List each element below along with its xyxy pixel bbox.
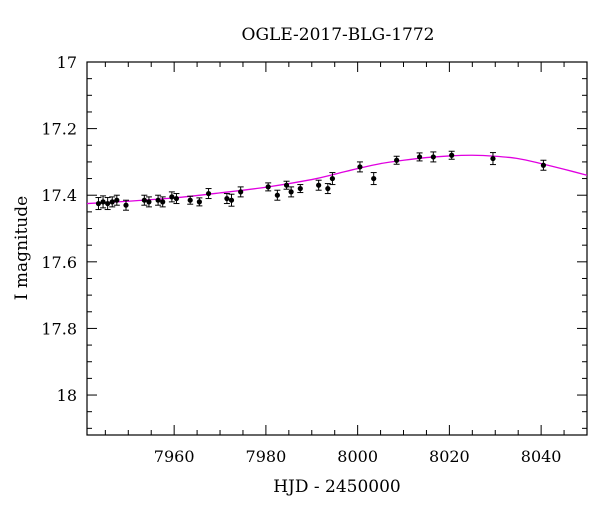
y-tick-label: 17.2 — [41, 120, 77, 139]
data-point — [141, 194, 148, 206]
model-curve — [86, 154, 588, 205]
x-tick-label: 8040 — [521, 447, 562, 466]
ticks-layer: 7960 7980 8000 8020 8040 17 17.2 17.4 17.6 17.8 18 — [41, 53, 588, 466]
data-point-marker — [123, 202, 129, 208]
data-point-marker — [357, 164, 363, 170]
data-point-marker — [265, 184, 271, 190]
data-point — [205, 188, 212, 200]
data-point — [113, 194, 120, 206]
data-point — [173, 193, 180, 205]
data-point-marker — [297, 185, 303, 192]
data-point-marker — [205, 190, 212, 197]
y-tick-label: 17 — [57, 53, 77, 72]
y-axis-label: I magnitude — [12, 196, 32, 300]
x-tick-label: 8020 — [429, 447, 470, 466]
data-point — [448, 150, 455, 160]
data-point — [228, 193, 235, 207]
data-point — [265, 182, 272, 192]
x-tick-label: 8000 — [337, 447, 378, 466]
data-point-marker — [105, 200, 111, 207]
data-point-marker — [540, 162, 547, 168]
x-tick-label: 7980 — [246, 447, 287, 466]
data-point — [370, 172, 377, 186]
data-point — [540, 159, 547, 171]
data-point — [315, 179, 322, 191]
data-point-marker — [449, 152, 455, 158]
data-point-marker — [100, 199, 106, 205]
data-point — [489, 152, 496, 166]
data-point — [297, 184, 304, 194]
chart-title: OGLE-2017-BLG-1772 — [242, 25, 435, 45]
data-point — [356, 161, 363, 173]
data-point-marker — [109, 199, 115, 205]
data-point-marker — [430, 154, 436, 160]
data-point — [430, 151, 437, 163]
data-point — [393, 155, 400, 165]
data-point-marker — [155, 197, 161, 203]
data-point — [223, 193, 230, 205]
data-point — [95, 197, 102, 211]
data-point-marker — [238, 189, 244, 195]
x-tick-label: 7960 — [154, 447, 195, 466]
y-tick-label: 17.6 — [41, 253, 77, 272]
data-point-marker — [160, 199, 166, 205]
data-point — [187, 195, 194, 205]
data-point — [416, 152, 423, 162]
data-point-marker — [141, 197, 147, 203]
data-point-marker — [416, 154, 423, 160]
data-point-marker — [283, 182, 290, 188]
x-axis-label: HJD - 2450000 — [273, 477, 401, 497]
plot-area: 7960 7980 8000 8020 8040 17 17.2 17.4 17.6 17.8 18 — [41, 53, 588, 466]
data-point — [196, 197, 203, 207]
data-point-marker — [329, 175, 336, 182]
data-point-marker — [490, 155, 496, 162]
y-tick-label: 17.8 — [41, 319, 77, 338]
data-point — [168, 191, 175, 203]
data-point-marker — [274, 192, 280, 198]
data-point-marker — [394, 157, 400, 163]
data-point — [237, 186, 244, 198]
y-tick-label: 17.4 — [41, 186, 77, 205]
data-point — [159, 196, 166, 208]
data-point — [283, 180, 290, 190]
data-point — [100, 195, 107, 209]
data-point-marker — [371, 175, 377, 182]
data-point — [122, 199, 129, 211]
data-point — [288, 186, 295, 198]
data-point-marker — [196, 199, 202, 205]
data-point-marker — [95, 200, 102, 207]
data-point — [329, 172, 336, 186]
data-point-marker — [228, 197, 235, 203]
data-point — [104, 197, 111, 211]
data-point-marker — [169, 194, 175, 200]
data-points-layer — [95, 150, 547, 211]
data-point-marker — [173, 195, 180, 202]
data-point — [155, 194, 162, 206]
data-point-marker — [187, 197, 193, 203]
data-point-marker — [288, 189, 294, 195]
data-point-marker — [316, 182, 322, 188]
data-point-marker — [325, 185, 331, 192]
data-point — [109, 196, 116, 208]
data-point — [324, 183, 331, 195]
model-curve-layer — [86, 154, 588, 205]
data-point-marker — [114, 197, 120, 203]
data-point — [274, 189, 281, 201]
y-tick-label: 18 — [57, 386, 77, 405]
data-point-marker — [224, 195, 230, 202]
data-point-marker — [146, 199, 152, 205]
data-point — [145, 196, 152, 208]
plot-frame — [86, 61, 588, 436]
